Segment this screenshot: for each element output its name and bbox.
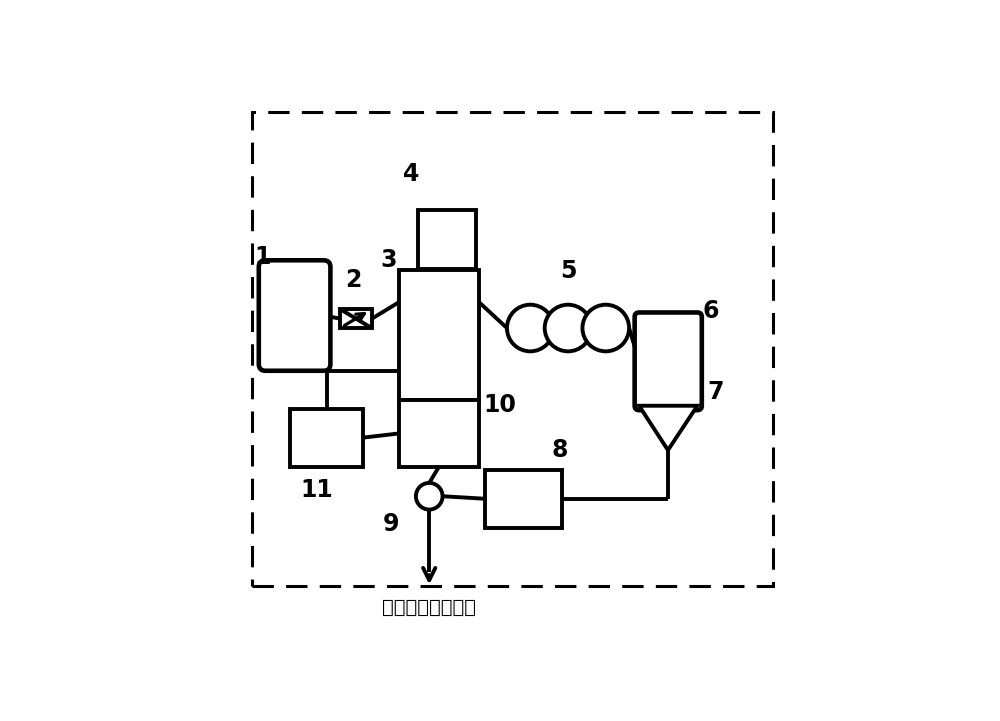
Text: 6: 6	[703, 299, 719, 323]
Circle shape	[582, 305, 629, 351]
Circle shape	[416, 483, 443, 510]
Text: 8: 8	[551, 438, 568, 462]
Circle shape	[545, 305, 591, 351]
Polygon shape	[639, 406, 697, 450]
FancyBboxPatch shape	[635, 312, 702, 410]
Bar	[399, 270, 479, 400]
Bar	[290, 409, 363, 466]
Bar	[252, 112, 773, 586]
Bar	[418, 211, 476, 269]
Bar	[340, 309, 372, 328]
Bar	[399, 400, 479, 466]
Text: 4: 4	[403, 162, 419, 186]
Circle shape	[507, 305, 554, 351]
Text: 3: 3	[380, 248, 397, 272]
Text: 7: 7	[707, 380, 724, 404]
Bar	[485, 469, 562, 528]
FancyBboxPatch shape	[259, 260, 330, 371]
Text: 10: 10	[484, 393, 517, 417]
Text: 5: 5	[560, 260, 576, 283]
Text: 微波脉冲信号输出: 微波脉冲信号输出	[382, 598, 476, 616]
Text: 11: 11	[300, 478, 333, 502]
Text: 1: 1	[254, 245, 271, 269]
Text: 2: 2	[345, 268, 361, 292]
Text: 9: 9	[383, 512, 400, 536]
